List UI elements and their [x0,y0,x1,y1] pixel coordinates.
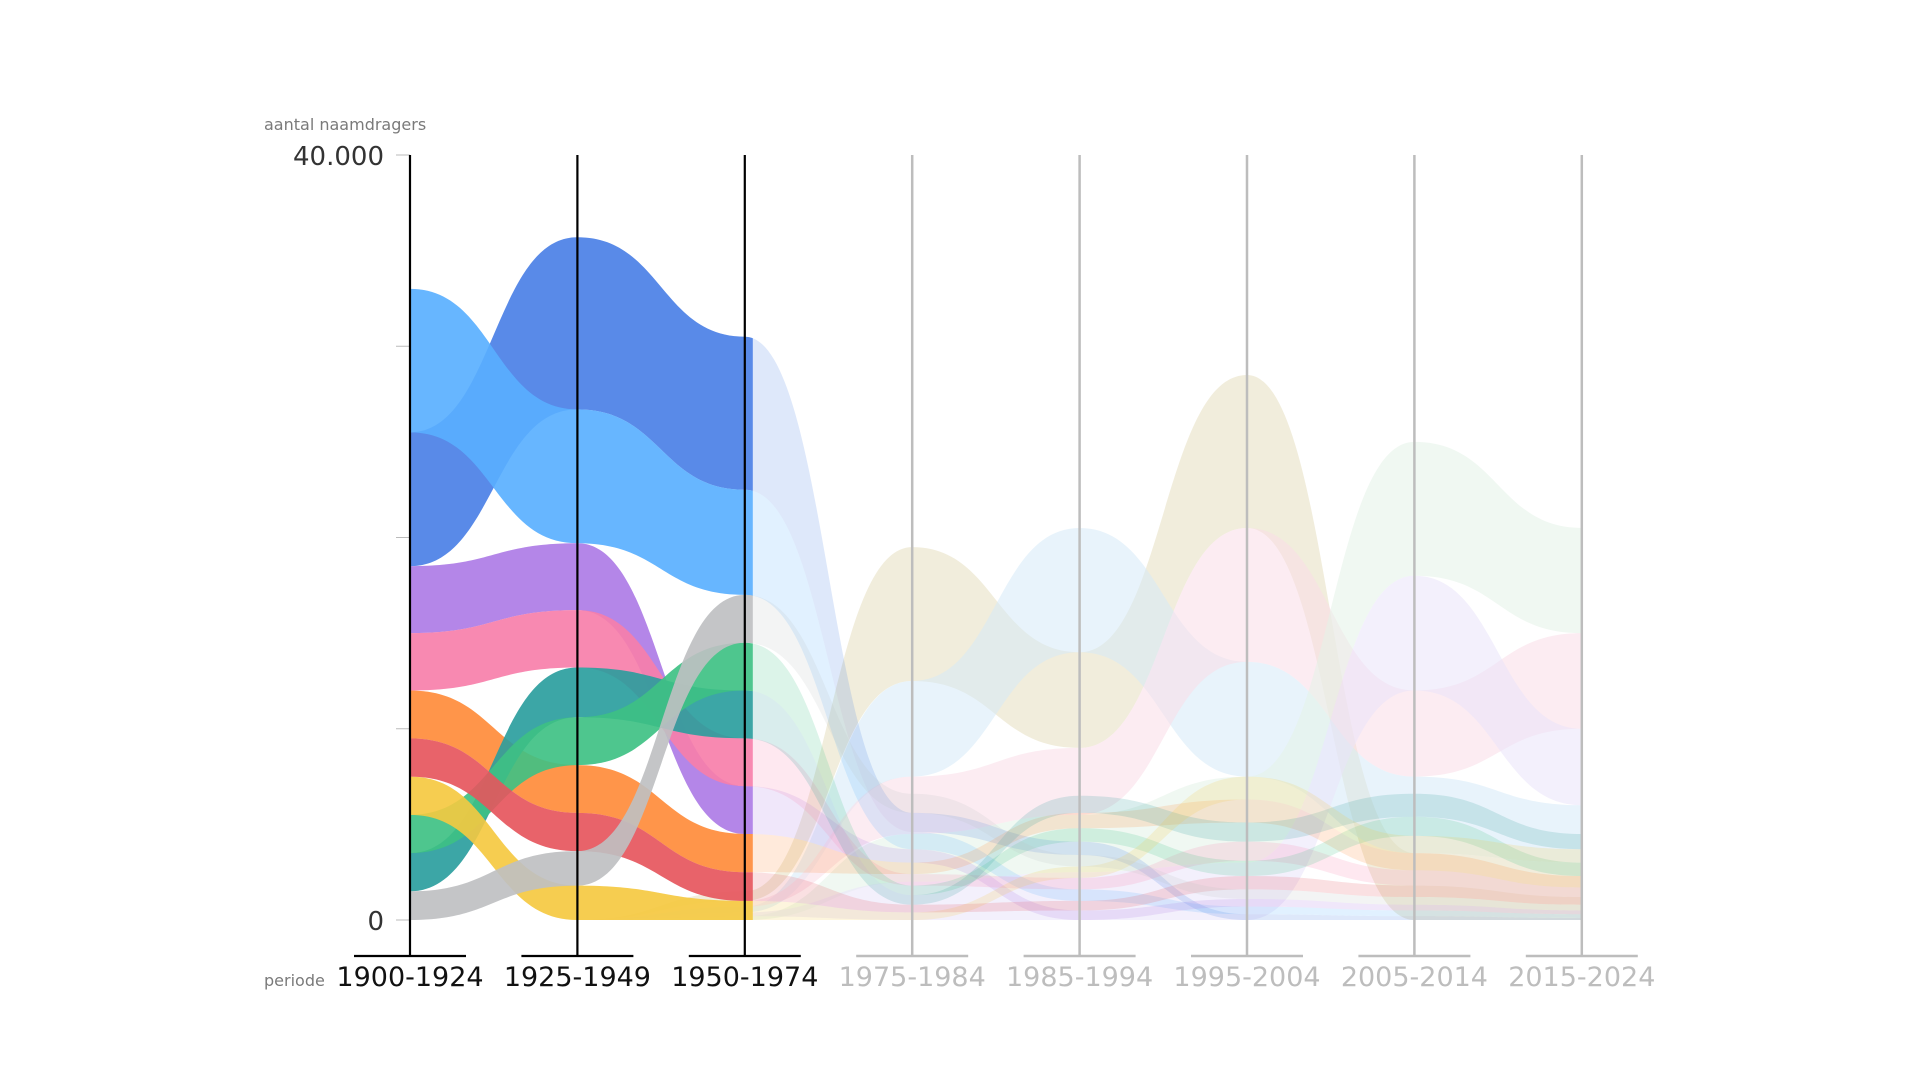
band-series-5 [410,690,753,873]
band-series-4 [410,610,753,787]
stream-layer [410,237,1582,921]
x-tick-labels: 1900-1924 1925-1949 1950-1974 1975-1984 1985… [336,962,1655,993]
y-tick-label-bottom: 0 [367,907,384,937]
x-tick-label-0[interactable]: 1900-1924 [336,962,483,993]
faint-band-faint-3 [410,527,1582,920]
x-tick-label-4[interactable]: 1985-1994 [1006,962,1153,993]
band-series-10 [410,594,753,920]
x-tick-label-3[interactable]: 1975-1984 [839,962,986,993]
x-tick-label-5[interactable]: 1995-2004 [1173,962,1320,993]
x-tick-label-2[interactable]: 1950-1974 [671,962,818,993]
band-series-9 [410,738,753,901]
faint-series-layer [410,374,1582,920]
faint-band-faint-4 [410,441,1582,920]
x-axis-title: periode [264,971,325,990]
faint-band-faint-5 [410,575,1582,920]
band-series-3 [410,543,753,835]
band-tail-series-8 [410,776,1582,920]
faint-band-faint-2 [410,527,1582,920]
band-series-2 [410,288,753,597]
y-tick-label-top: 40.000 [293,142,384,172]
x-tick-label-6[interactable]: 2005-2014 [1341,962,1488,993]
band-series-8 [410,776,753,921]
x-tick-label-1[interactable]: 1925-1949 [504,962,651,993]
x-tick-label-7[interactable]: 2015-2024 [1508,962,1655,993]
y-axis-title: aantal naamdragers [264,115,426,134]
axes-layer [354,154,1638,958]
